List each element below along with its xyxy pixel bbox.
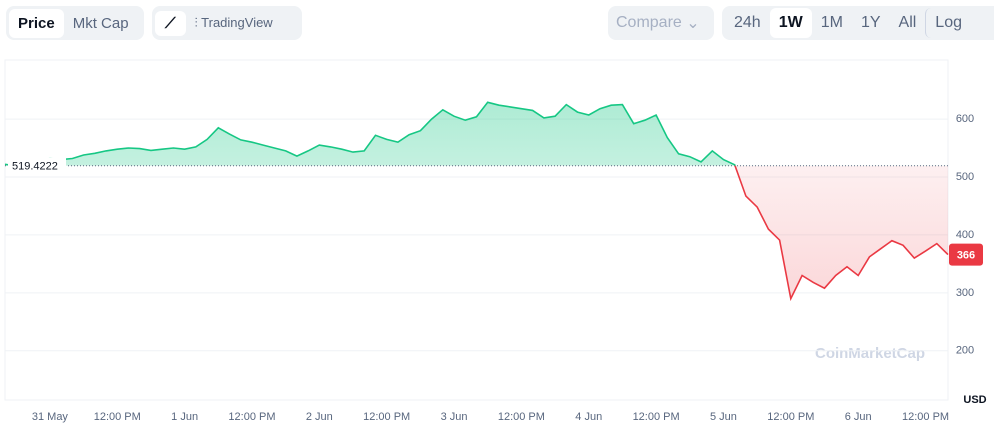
last-price-box <box>949 243 983 266</box>
x-tick-label: 12:00 PM <box>363 411 410 423</box>
plot-frame <box>4 59 949 401</box>
y-unit: USD <box>963 394 986 406</box>
x-tick-label: 4 Jun <box>575 411 602 423</box>
y-tick-label: 500 <box>956 171 974 183</box>
area-up <box>5 102 948 166</box>
x-tick-label: 31 May <box>32 411 69 423</box>
watermark: CoinMarketCap <box>815 345 925 362</box>
range-button[interactable]: 1M <box>820 14 843 31</box>
range-button[interactable]: 24h <box>734 14 761 31</box>
range-button[interactable]: 1Y <box>860 14 881 31</box>
compare-label: Compare <box>616 14 682 31</box>
line-button[interactable]: ⟋ <box>155 10 186 36</box>
area-down <box>14 165 948 299</box>
last-price-label: 366 <box>957 250 975 262</box>
range-group: 24h 1W 1M 1Y All Log <box>722 6 994 40</box>
tradingview-label: TradingView <box>201 15 273 30</box>
x-tick-label: 6 Jun <box>845 411 872 423</box>
x-tick-label: 12:00 PM <box>767 411 814 423</box>
x-tick-label: 12:00 PM <box>902 411 949 423</box>
x-tick-label: 12:00 PM <box>633 411 680 423</box>
log-button[interactable]: Log <box>925 8 971 38</box>
x-tick-label: 5 Jun <box>710 411 737 423</box>
y-tick-label: 600 <box>956 113 974 125</box>
y-tick-label: 300 <box>956 287 974 299</box>
x-tick-label: 3 Jun <box>441 411 468 423</box>
x-tick-label: 12:00 PM <box>94 411 141 423</box>
range-button[interactable]: All <box>898 14 917 31</box>
baseline-label: 519.4222 <box>12 161 58 173</box>
x-tick-label: 12:00 PM <box>498 411 545 423</box>
x-tick-label: 2 Jun <box>306 411 333 423</box>
tradingview-button[interactable]: ⫶ TradingView <box>194 15 273 30</box>
line-down <box>9 165 949 302</box>
baseline-label-bg <box>8 157 66 174</box>
mktcap-button[interactable]: Mkt Cap <box>72 14 129 32</box>
chart-style: ⟋ ⫶ TradingView <box>152 6 302 40</box>
line-up <box>4 101 736 166</box>
range-button[interactable]: 1W <box>769 8 812 38</box>
price-toggle: Price Mkt Cap <box>6 6 144 40</box>
price-button[interactable]: Price <box>9 8 64 38</box>
x-tick-label: 12:00 PM <box>228 411 275 423</box>
compare-button[interactable]: Compare ⌄ <box>608 6 714 40</box>
y-tick-label: 200 <box>956 345 974 357</box>
x-tick-label: 1 Jun <box>171 411 198 423</box>
y-tick-label: 400 <box>956 229 974 241</box>
